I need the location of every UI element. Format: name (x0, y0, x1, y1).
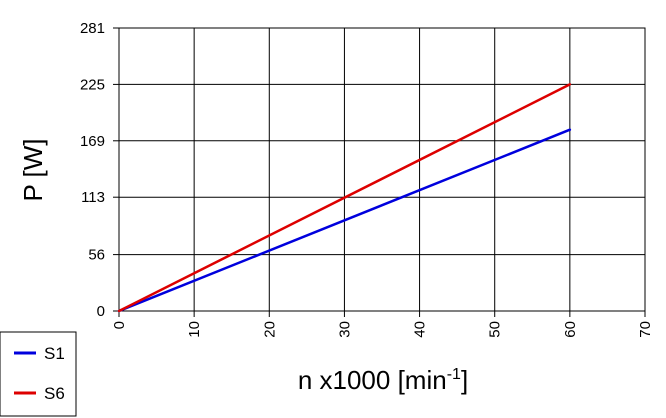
series-lines (117, 83, 572, 313)
x-tick-labels: 0 10 20 30 40 50 60 70 (111, 321, 654, 338)
x-tick-label: 0 (111, 321, 128, 329)
y-tick-label: 0 (97, 303, 105, 320)
x-axis-title-close: ] (461, 365, 468, 395)
series-line-s1 (117, 128, 572, 313)
plot-area (118, 27, 646, 312)
x-tick-label: 10 (186, 321, 203, 338)
y-tick-label: 113 (81, 189, 105, 206)
x-tick-label: 60 (562, 321, 579, 338)
x-tick-label: 30 (336, 321, 353, 338)
legend-label-s1: S1 (44, 344, 65, 363)
legend-box (0, 331, 77, 417)
legend: S1 S6 (0, 331, 77, 417)
x-tick-label: 40 (412, 321, 429, 338)
x-axis-title-main: n x1000 [min (298, 365, 447, 395)
y-tick-label: 225 (80, 76, 105, 93)
x-tick-label: 20 (261, 321, 278, 338)
x-tick-label: 50 (487, 321, 504, 338)
y-tick-label: 281 (80, 20, 105, 37)
y-tick-label: 169 (80, 133, 105, 150)
x-tick-label: 70 (637, 321, 654, 338)
series-line-s6 (117, 83, 572, 313)
grid (113, 27, 646, 317)
y-tick-label: 56 (88, 247, 105, 264)
y-tick-labels: 0 56 113 169 225 281 (80, 20, 105, 320)
y-axis-title: P [W] (18, 138, 48, 201)
x-axis-title: n x1000 [min-1] (298, 365, 468, 395)
x-axis-title-superscript: -1 (447, 366, 461, 383)
legend-label-s6: S6 (44, 384, 65, 403)
